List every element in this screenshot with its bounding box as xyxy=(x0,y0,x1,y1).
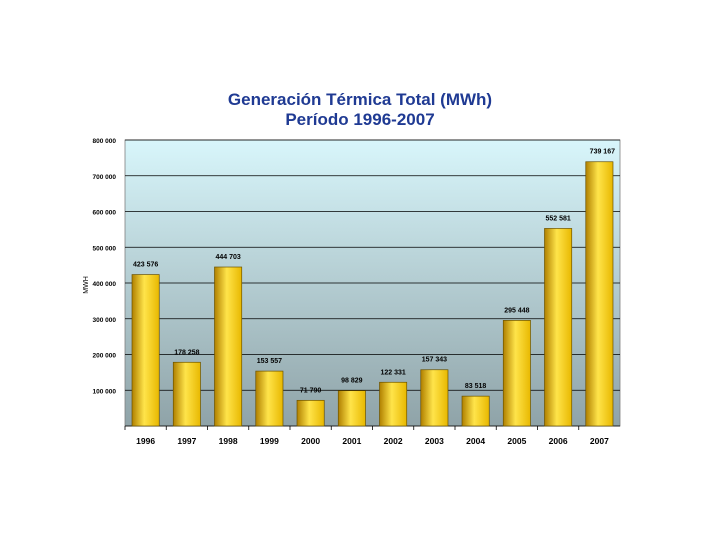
x-tick-label-2006: 2006 xyxy=(549,436,568,446)
data-label-2002: 122 331 xyxy=(380,369,405,376)
bar-1996 xyxy=(131,274,160,427)
data-label-2007: 739 167 xyxy=(590,149,615,156)
chart-title: Generación Térmica Total (MWh) xyxy=(227,90,493,109)
y-axis-label: MWH xyxy=(83,276,90,294)
bar-2001 xyxy=(337,390,366,427)
data-label-1999: 153 557 xyxy=(257,358,282,365)
y-tick-label: 400 000 xyxy=(93,281,117,288)
bar-2004 xyxy=(461,395,490,427)
x-tick-label-2005: 2005 xyxy=(507,436,526,446)
bar-2005 xyxy=(502,320,531,427)
x-tick-label-1996: 1996 xyxy=(136,436,155,446)
data-label-2003: 157 343 xyxy=(422,357,447,364)
x-tick-label-2003: 2003 xyxy=(425,436,444,446)
data-label-1997: 178 258 xyxy=(174,349,199,356)
bar-2002 xyxy=(379,381,408,427)
bar-1997 xyxy=(172,361,201,427)
y-tick-label: 300 000 xyxy=(93,317,117,324)
y-tick-label: 100 000 xyxy=(93,388,117,395)
bar-2000 xyxy=(296,399,325,427)
y-tick-label: 200 000 xyxy=(93,353,117,360)
data-label-1998: 444 703 xyxy=(215,254,240,261)
bar-1998 xyxy=(214,266,243,427)
y-tick-label: 800 000 xyxy=(93,138,117,145)
chart-subtitle: Período 1996-2007 xyxy=(285,110,435,129)
y-tick-label: 600 000 xyxy=(93,210,117,217)
x-tick-label-2004: 2004 xyxy=(466,436,485,446)
x-tick-label-2000: 2000 xyxy=(301,436,320,446)
bar-2007 xyxy=(585,161,614,427)
bar-2006 xyxy=(544,228,573,427)
data-label-2001: 98 829 xyxy=(341,378,363,385)
x-tick-label-1997: 1997 xyxy=(177,436,196,446)
data-label-2005: 295 448 xyxy=(504,307,529,314)
x-tick-label-2007: 2007 xyxy=(590,436,609,446)
y-tick-label: 700 000 xyxy=(93,174,117,181)
data-label-2000: 71 790 xyxy=(300,387,322,394)
x-tick-label-1999: 1999 xyxy=(260,436,279,446)
x-tick-label-2001: 2001 xyxy=(342,436,361,446)
data-label-2006: 552 581 xyxy=(545,215,570,222)
bar-1999 xyxy=(255,370,284,427)
x-tick-label-2002: 2002 xyxy=(384,436,403,446)
data-label-1996: 423 576 xyxy=(133,262,158,269)
y-tick-label: 500 000 xyxy=(93,245,117,252)
data-label-2004: 83 518 xyxy=(465,383,487,390)
bar-2003 xyxy=(420,369,449,427)
x-tick-label-1998: 1998 xyxy=(219,436,238,446)
